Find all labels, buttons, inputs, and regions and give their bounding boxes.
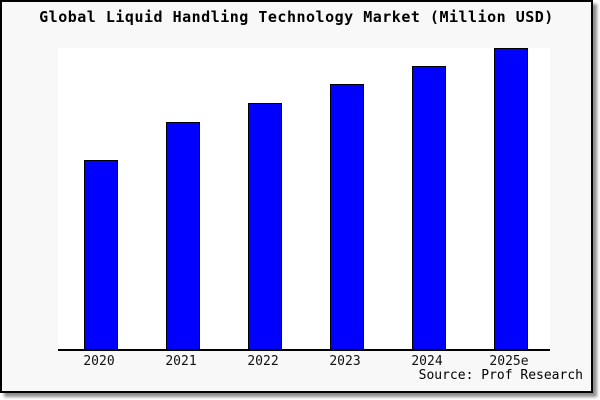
x-tick-label-2023: 2023: [329, 354, 361, 369]
x-axis-labels: 2020 2021 2022 2023 2024 2025e: [58, 354, 550, 369]
bar-2020: [84, 160, 118, 349]
plot-area: [58, 48, 550, 351]
x-tick-label-2025e: 2025e: [489, 354, 529, 369]
bar-2023: [330, 84, 364, 349]
bar-2024: [412, 66, 446, 349]
bar-2021: [166, 122, 200, 349]
bar-2022: [248, 103, 282, 349]
chart-title: Global Liquid Handling Technology Market…: [39, 8, 554, 26]
x-tick-label-2024: 2024: [411, 354, 443, 369]
x-tick-label-2021: 2021: [165, 354, 197, 369]
x-tick-label-2022: 2022: [247, 354, 279, 369]
x-tick-label-2020: 2020: [83, 354, 115, 369]
chart-panel: Global Liquid Handling Technology Market…: [0, 0, 593, 393]
source-credit: Source: Prof Research: [418, 368, 583, 383]
bar-2025e: [494, 48, 528, 349]
